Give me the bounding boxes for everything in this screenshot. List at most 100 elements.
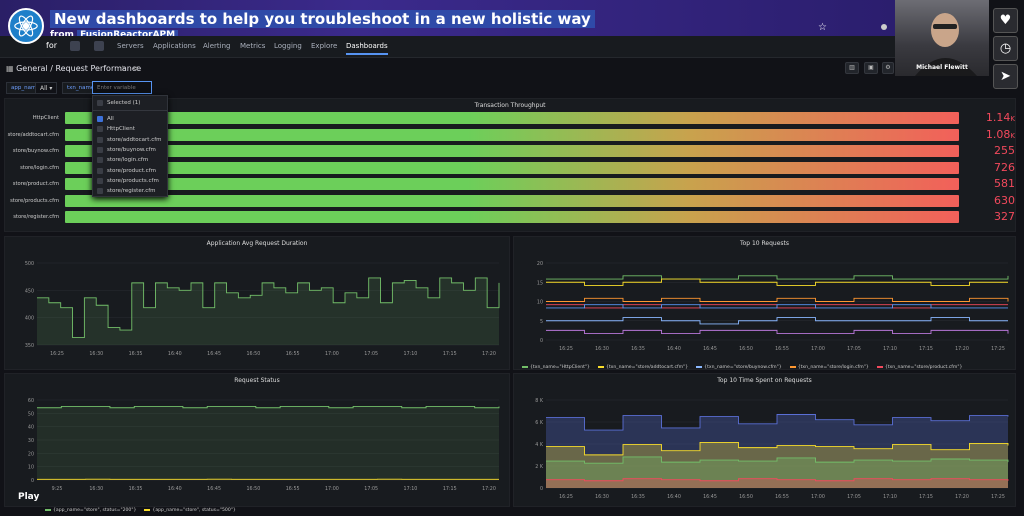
x-tick-label: 16:40 [168, 351, 182, 357]
top10-requests-panel: Top 10 Requests 20 15 10 5 0 16:25 16:30 16:35 1… [513, 236, 1016, 389]
dropdown-option[interactable]: All [93, 114, 167, 124]
throughput-value: 1.08K [963, 128, 1015, 141]
profile-dot-icon[interactable] [881, 24, 887, 30]
throughput-bar[interactable] [65, 178, 959, 190]
series-line[interactable] [546, 278, 1008, 286]
dropdown-selected-header[interactable]: Selected (1) [93, 98, 167, 108]
legend-label: {txn_name="store/login.cfm"} [797, 365, 869, 370]
nav-servers[interactable]: Servers [117, 42, 144, 50]
legend-item[interactable]: {txn_name="store/product.cfm"} [876, 365, 962, 370]
throughput-bar[interactable] [65, 211, 959, 223]
legend-item[interactable]: {app_name="store", status="500"} [144, 508, 236, 513]
request-status-chart: 60 50 40 30 20 10 0 9:25 16:30 16:35 16:40 16:45 16:… [28, 398, 500, 492]
dropdown-option[interactable]: store/addtocart.cfm [93, 135, 167, 145]
series-area [37, 406, 499, 480]
variable-app-name-select[interactable]: All ▾ [35, 82, 58, 94]
series-line[interactable] [546, 317, 1008, 325]
save-icon[interactable]: ▣ [864, 62, 878, 74]
throughput-row: store/addtocart.cfm 1.08K [5, 128, 1017, 141]
series-line[interactable] [546, 304, 1008, 309]
checkbox-icon[interactable] [97, 136, 103, 143]
dropdown-option[interactable]: HttpClient [93, 124, 167, 134]
y-tick-label: 2 K [535, 464, 544, 470]
nav-metrics[interactable]: Metrics [240, 42, 266, 50]
x-tick-label: 17:20 [955, 346, 969, 352]
throughput-row: store/products.cfm 630 [5, 194, 1017, 207]
nav-dashboards[interactable]: Dashboards [346, 42, 388, 55]
legend-item[interactable]: {txn_name="store/login.cfm"} [789, 365, 869, 370]
series-line[interactable] [546, 456, 1009, 464]
legend-item[interactable]: {app_name="store", status="200"} [45, 508, 136, 513]
series-line[interactable] [546, 414, 1009, 431]
home-icon[interactable] [70, 41, 80, 51]
settings-icon[interactable]: ⚙ [882, 62, 894, 74]
dropdown-header-label: Selected (1) [107, 100, 141, 106]
checkbox-icon[interactable] [97, 177, 103, 184]
throughput-bar[interactable] [65, 161, 959, 174]
throughput-row-label: store/product.cfm [12, 181, 59, 187]
legend-item[interactable]: {txn_name="store/buynow.cfm"} [696, 365, 782, 370]
video-title-banner: New dashboards to help you troubleshoot … [0, 0, 895, 44]
x-tick-label: 16:40 [168, 486, 182, 492]
nav-logging[interactable]: Logging [274, 42, 302, 50]
y-tick-label: 10 [537, 300, 543, 306]
legend-label: {txn_name="HttpClient"} [530, 365, 590, 370]
txn-name-input[interactable]: Enter variable value [92, 81, 152, 103]
throughput-unit: K [1010, 115, 1015, 123]
checkbox-icon[interactable] [97, 146, 103, 153]
throughput-number: 255 [994, 144, 1015, 157]
throughput-bar[interactable] [65, 194, 959, 207]
nav-explore[interactable]: Explore [311, 42, 338, 50]
legend-item[interactable]: {txn_name="store/addtocart.cfm"} [597, 365, 688, 370]
series-line[interactable] [546, 297, 1009, 302]
series-line[interactable] [546, 275, 1009, 280]
share-icon[interactable]: ⋖ [132, 64, 139, 73]
like-heart-icon[interactable]: ♥ [993, 8, 1018, 33]
dropdown-option[interactable]: store/register.cfm [93, 186, 167, 196]
y-tick-label: 60 [28, 398, 34, 404]
throughput-unit: K [1010, 131, 1015, 140]
checkbox-icon[interactable] [97, 188, 103, 195]
series-area [37, 277, 499, 345]
star-icon[interactable]: ☆ [818, 22, 827, 33]
dropdown-option[interactable]: store/products.cfm [93, 176, 167, 186]
x-tick-label: 9:25 [52, 486, 63, 492]
series-line[interactable] [37, 277, 500, 338]
avg-duration-panel: Application Avg Request Duration 500 450 4… [4, 236, 510, 370]
checkbox-icon[interactable] [97, 126, 103, 133]
avg-duration-chart: 500 450 400 350 16:25 16:30 16:35 16:40 16:45 16:… [25, 261, 500, 357]
checkbox-icon[interactable] [97, 167, 103, 174]
play-button[interactable]: Play [18, 492, 40, 502]
x-tick-label: 17:10 [404, 486, 418, 492]
checkbox-icon[interactable] [97, 157, 103, 164]
x-tick-label: 16:45 [207, 351, 221, 357]
add-panel-icon[interactable]: ▥ [845, 62, 859, 74]
throughput-value: 581 [963, 177, 1015, 190]
nav-applications[interactable]: Applications [153, 42, 196, 50]
dropdown-option[interactable]: store/login.cfm [93, 155, 167, 165]
nav-alerting[interactable]: Alerting [203, 42, 231, 50]
throughput-row: store/buynow.cfm 255 [5, 144, 1017, 157]
throughput-bar[interactable] [65, 145, 959, 157]
dropdown-option[interactable]: store/product.cfm [93, 166, 167, 176]
x-tick-label: 16:25 [50, 351, 64, 357]
breadcrumb-folder[interactable]: General [16, 64, 48, 73]
dashboards-icon[interactable] [94, 41, 104, 51]
throughput-bar[interactable] [65, 128, 959, 141]
page-title[interactable]: Request Performance [55, 64, 142, 73]
share-arrow-icon[interactable]: ➤ [993, 64, 1018, 89]
x-tick-label: 17:05 [364, 486, 378, 492]
series-line[interactable] [37, 406, 500, 409]
star-favorite-icon[interactable]: ☆ [119, 64, 127, 73]
throughput-bar[interactable] [65, 112, 959, 124]
legend-item[interactable]: {txn_name="HttpClient"} [522, 365, 590, 370]
series-line[interactable] [546, 478, 1009, 482]
watch-later-clock-icon[interactable]: ◷ [993, 36, 1018, 61]
x-tick-label: 17:05 [364, 351, 378, 357]
checkbox-icon[interactable] [97, 116, 103, 122]
series-line[interactable] [546, 441, 1009, 456]
series-line[interactable] [546, 329, 1009, 335]
transaction-throughput-panel: Transaction Throughput HttpClient 1.14K st… [4, 98, 1016, 232]
dropdown-option[interactable]: store/buynow.cfm [93, 145, 167, 155]
